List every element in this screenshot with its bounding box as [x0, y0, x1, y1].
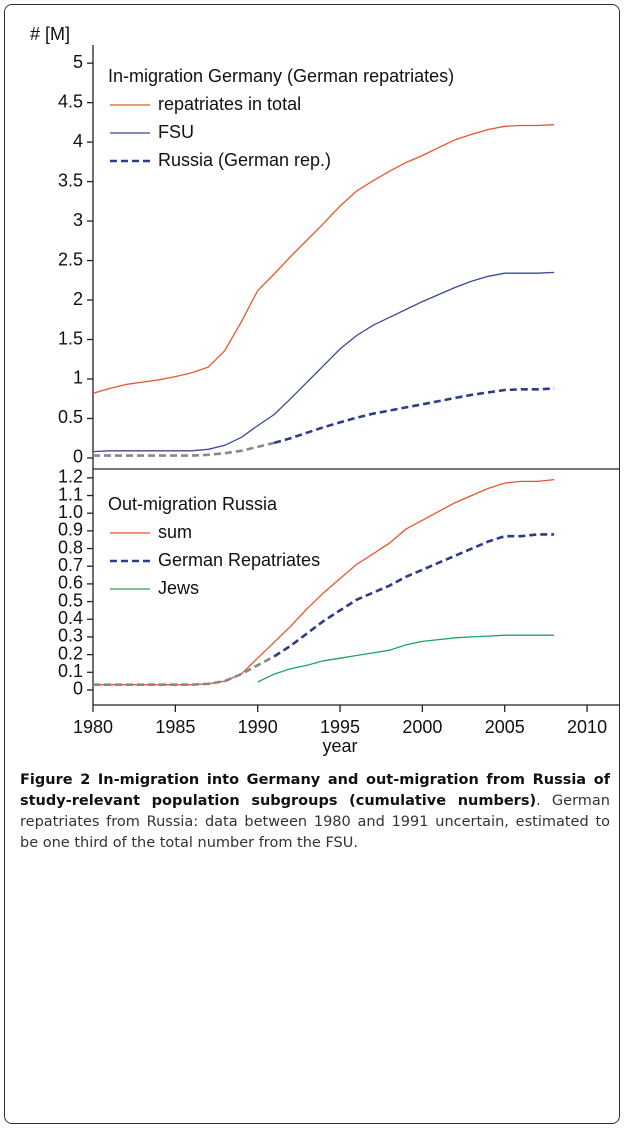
series-line	[93, 478, 555, 686]
y-tick-label: 4	[73, 131, 83, 151]
y-tick-label: 1	[73, 368, 83, 388]
legend-label: Jews	[158, 578, 199, 598]
y-tick-label: 4.5	[58, 91, 83, 111]
caption-title: Figure 2 In-migration into Germany and o…	[20, 772, 610, 809]
series-line	[92, 124, 555, 394]
y-tick-label: 3.5	[58, 170, 83, 190]
x-tick-label: 2005	[485, 717, 525, 737]
x-tick-label: 2010	[567, 717, 607, 737]
caption: Figure 2 In-migration into Germany and o…	[20, 770, 610, 854]
caption-text: . German repatriates from Russia: data b…	[20, 793, 610, 851]
y-tick-label: 0.3	[58, 626, 83, 646]
legend-label: Russia (German rep.)	[158, 150, 331, 170]
x-tick-label: 1980	[73, 717, 113, 737]
y-tick-label: 0.4	[58, 608, 83, 628]
panel-title: In-migration Germany (German repatriates…	[108, 66, 454, 86]
series-line	[93, 441, 275, 457]
x-tick-label: 1985	[155, 717, 195, 737]
y-tick-label: 0.8	[58, 537, 83, 557]
y-tick-label: 0.2	[58, 643, 83, 663]
figure-frame	[4, 4, 620, 1124]
y-tick-label: 3	[73, 210, 83, 230]
series-line	[273, 387, 555, 445]
legend-label: sum	[158, 522, 192, 542]
y-tick-label: 2.5	[58, 249, 83, 269]
y-tick-label: 0.9	[58, 520, 83, 540]
y-tick-label: 0.6	[58, 573, 83, 593]
x-axis-label: year	[323, 736, 358, 756]
y-tick-label: 0	[73, 447, 83, 467]
series-line	[93, 655, 275, 686]
legend-label: repatriates in total	[158, 94, 301, 114]
y-tick-label: 0.5	[58, 590, 83, 610]
y-tick-label: 1.5	[58, 328, 83, 348]
chart: # [M] In-migration Germany (German repatr…	[30, 24, 620, 756]
y-tick-label: 0.5	[58, 407, 83, 427]
y-tick-label: 0.1	[58, 661, 83, 681]
y-tick-label: 5	[73, 52, 83, 72]
series-line	[92, 271, 555, 453]
y-tick-label: 1.1	[58, 484, 83, 504]
y-tick-label: 2	[73, 289, 83, 309]
y-axis-label: # [M]	[30, 24, 70, 44]
panel-title: Out-migration Russia	[108, 494, 278, 514]
legend-label: FSU	[158, 122, 194, 142]
x-tick-label: 2000	[402, 717, 442, 737]
y-tick-label: 1.2	[58, 467, 83, 487]
series-line	[257, 634, 555, 683]
x-tick-label: 1995	[320, 717, 360, 737]
series-line	[273, 533, 555, 658]
y-tick-label: 0.7	[58, 555, 83, 575]
y-tick-label: 1.0	[58, 502, 83, 522]
x-tick-label: 1990	[238, 717, 278, 737]
y-tick-label: 0	[73, 679, 83, 699]
legend-label: German Repatriates	[158, 550, 320, 570]
